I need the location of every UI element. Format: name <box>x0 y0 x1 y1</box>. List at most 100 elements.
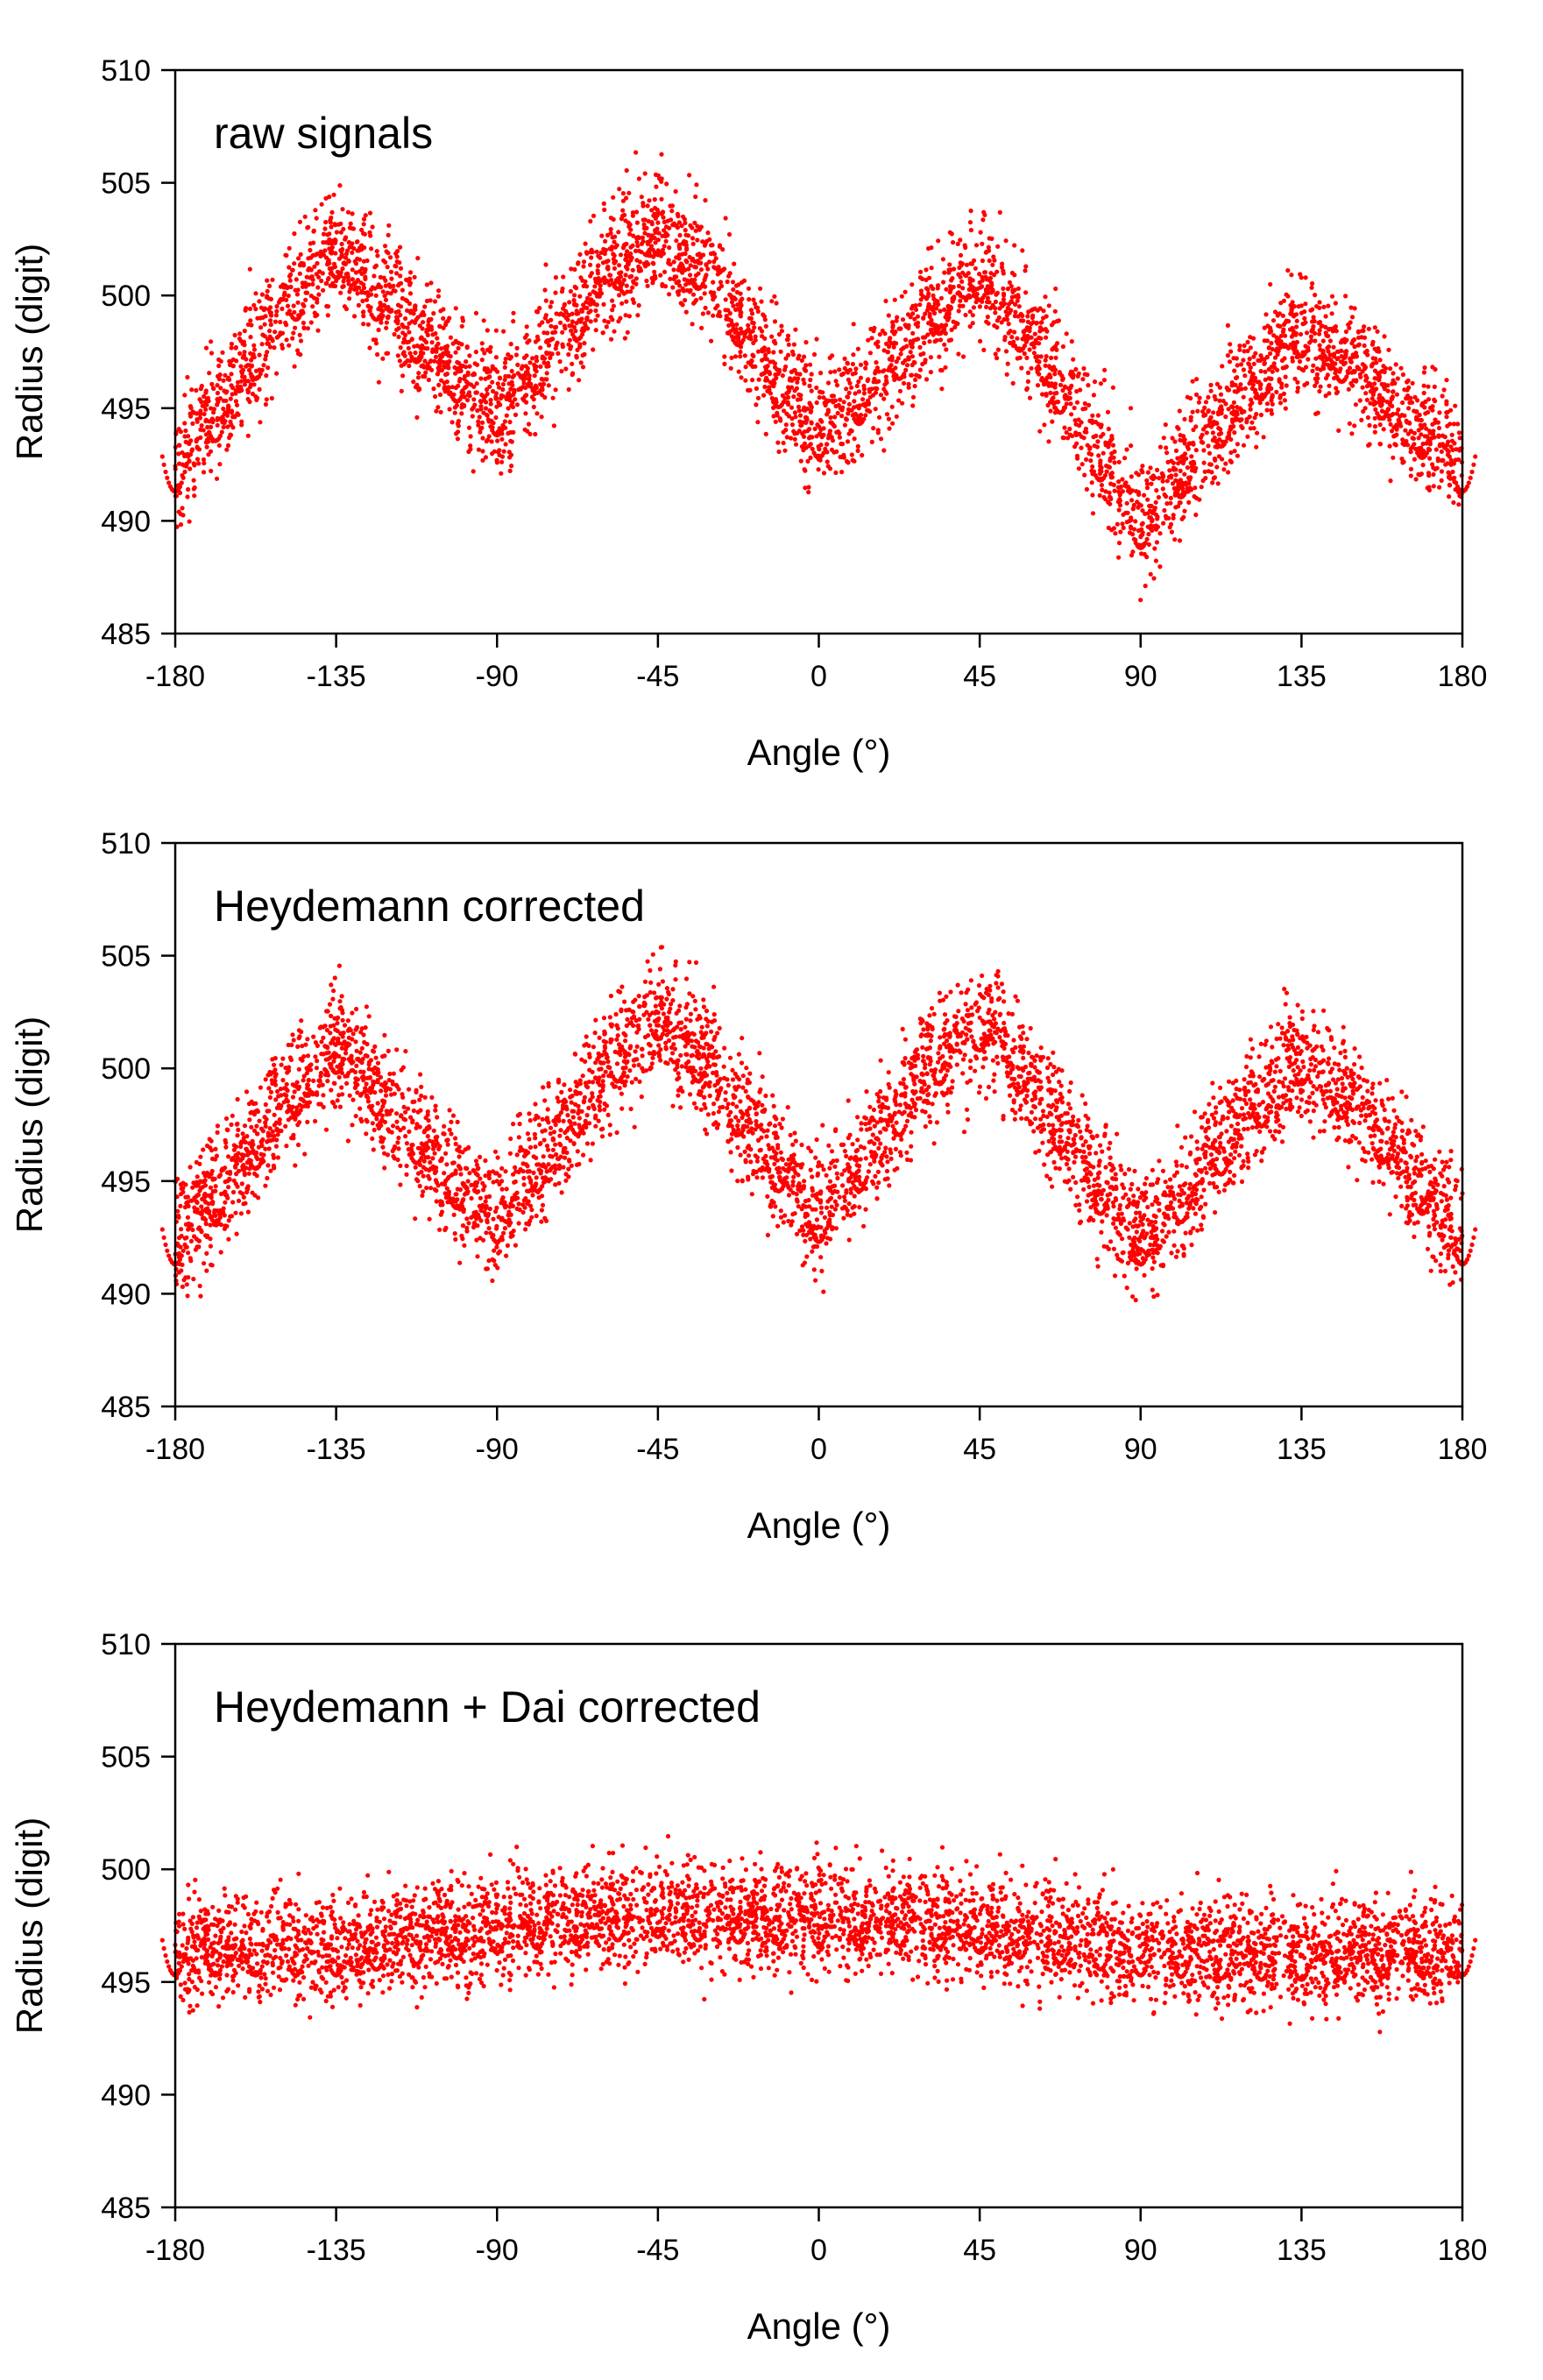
data-point <box>513 397 518 402</box>
data-point <box>376 379 381 385</box>
data-point <box>1112 488 1117 493</box>
data-point <box>1112 460 1117 465</box>
data-point <box>939 386 945 392</box>
data-point <box>223 419 228 424</box>
data-point <box>421 320 426 325</box>
data-point <box>924 296 930 301</box>
data-point <box>456 369 462 374</box>
data-point <box>495 438 500 443</box>
data-point <box>931 286 936 292</box>
data-point <box>516 1221 521 1226</box>
data-point <box>649 208 655 213</box>
data-point <box>1339 354 1344 359</box>
data-point <box>845 360 850 365</box>
data-point <box>960 294 966 300</box>
data-point <box>853 391 858 396</box>
data-point <box>297 271 302 276</box>
data-point <box>1096 421 1101 427</box>
data-point <box>1062 425 1067 430</box>
data-point <box>439 367 444 373</box>
data-point <box>619 301 625 306</box>
data-point <box>1256 379 1262 385</box>
data-point <box>1388 366 1393 372</box>
data-point <box>353 270 358 275</box>
data-point <box>1420 463 1426 468</box>
data-point <box>1003 238 1009 244</box>
data-point <box>207 371 212 376</box>
data-point <box>1280 313 1285 318</box>
data-point <box>1153 499 1158 505</box>
data-point <box>1388 421 1393 427</box>
data-point <box>462 385 468 391</box>
data-point <box>1317 328 1322 333</box>
data-point <box>899 294 904 299</box>
data-point <box>554 311 559 316</box>
data-point <box>752 325 757 330</box>
data-point <box>1052 367 1058 372</box>
data-point <box>270 338 275 344</box>
data-point <box>777 416 783 421</box>
data-point <box>437 362 442 367</box>
data-point <box>508 438 513 443</box>
data-point <box>1352 336 1357 343</box>
data-point <box>428 280 434 286</box>
data-point <box>977 272 982 277</box>
data-point <box>1001 271 1006 276</box>
data-point <box>659 196 664 202</box>
data-point <box>1024 386 1030 393</box>
data-point <box>499 454 506 459</box>
data-point <box>1382 386 1387 392</box>
data-point <box>886 313 891 318</box>
data-point <box>1311 363 1316 368</box>
data-point <box>1116 489 1122 494</box>
data-point <box>920 276 925 281</box>
data-point <box>874 365 881 371</box>
data-point <box>521 355 527 360</box>
data-point <box>1456 502 1462 507</box>
data-point <box>443 1151 449 1156</box>
data-point <box>509 464 514 469</box>
data-point <box>596 263 601 268</box>
data-point <box>1164 501 1170 506</box>
data-point <box>1283 333 1288 338</box>
data-point <box>1292 376 1298 381</box>
data-point <box>510 374 515 379</box>
data-point <box>345 209 351 215</box>
data-point <box>1334 386 1339 391</box>
data-point <box>1060 387 1065 393</box>
data-point <box>413 351 418 356</box>
data-point <box>372 273 377 279</box>
data-point <box>1029 365 1034 371</box>
data-point <box>527 377 532 382</box>
data-point <box>806 490 811 495</box>
data-point <box>402 353 407 358</box>
data-point <box>1241 367 1246 372</box>
data-point <box>384 320 389 325</box>
data-point <box>1193 447 1199 453</box>
data-point <box>1107 494 1113 499</box>
data-point <box>687 960 692 965</box>
data-point <box>1115 485 1121 490</box>
data-point <box>1091 393 1096 398</box>
data-point <box>1034 358 1040 364</box>
data-point <box>1283 343 1288 348</box>
data-point <box>738 299 743 304</box>
data-point <box>307 266 312 271</box>
data-point <box>1310 280 1315 287</box>
data-point <box>1248 369 1253 374</box>
data-point <box>1228 459 1234 465</box>
data-point <box>1267 325 1273 330</box>
data-point <box>978 230 983 235</box>
data-point <box>1067 390 1072 395</box>
data-point <box>806 485 811 490</box>
data-point <box>546 364 551 369</box>
data-point <box>259 342 265 347</box>
data-point <box>1286 319 1292 324</box>
data-point <box>574 308 579 314</box>
data-point <box>278 298 283 303</box>
data-point <box>287 278 293 283</box>
data-point <box>825 380 832 386</box>
data-point <box>507 420 513 425</box>
data-point <box>191 478 196 483</box>
data-point <box>647 198 652 203</box>
